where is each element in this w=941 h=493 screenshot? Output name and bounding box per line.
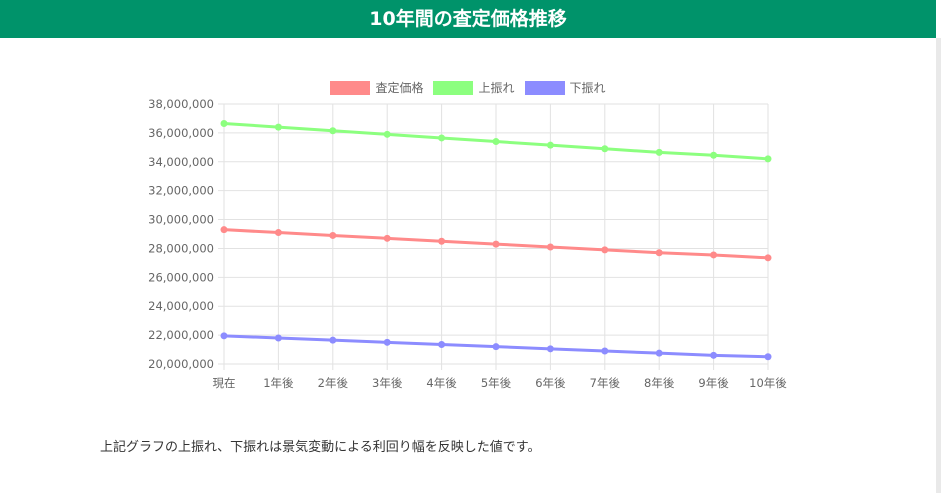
data-point [274,229,282,237]
data-point [274,123,282,131]
data-point [710,151,718,159]
x-tick-label: 2年後 [318,376,349,390]
data-point [546,141,554,149]
y-tick-label: 34,000,000 [148,155,214,169]
y-tick-label: 24,000,000 [148,299,214,313]
data-point [438,134,446,142]
y-tick-label: 32,000,000 [148,184,214,198]
x-tick-label: 7年後 [590,376,621,390]
legend-swatch [433,80,474,95]
x-tick-label: 5年後 [481,376,512,390]
data-point [274,334,282,342]
page-title: 10年間の査定価格推移 [0,0,936,38]
legend-swatch [524,80,565,95]
y-tick-label: 20,000,000 [148,357,214,371]
data-point [329,231,337,239]
legend-item[interactable]: 下振れ [524,79,606,96]
legend-item[interactable]: 上振れ [433,79,515,96]
data-point [220,332,228,340]
x-tick-label: 10年後 [749,376,787,390]
price-chart: 査定価格 上振れ 下振れ 20,000,000 22,000,000 24,000,00… [0,38,936,418]
data-point [492,138,500,146]
legend-item[interactable]: 査定価格 [330,79,423,96]
data-point [655,349,663,357]
data-point [383,234,391,242]
data-point [764,254,772,262]
data-point [655,148,663,156]
x-tick-label: 6年後 [535,376,566,390]
data-point [438,341,446,348]
data-point [546,345,554,353]
chart-canvas: 20,000,000 22,000,000 24,000,000 26,000,000… [148,97,787,390]
y-tick-label: 38,000,000 [148,97,214,111]
data-point [764,155,772,163]
chart-footnote: 上記グラフの上振れ、下振れは景気変動による利回り幅を反映した値です。 [100,440,541,455]
data-point [710,251,718,259]
data-point [546,243,554,251]
x-tick-label: 3年後 [372,376,403,390]
scrollbar-edge [936,38,941,493]
data-point [764,353,772,361]
legend-swatch [330,80,371,95]
data-point [710,351,718,359]
data-point [601,246,609,254]
x-tick-label: 4年後 [426,376,457,390]
data-point [601,145,609,153]
data-point [329,336,337,344]
data-point [655,249,663,257]
x-tick-label: 1年後 [263,376,294,390]
data-point [492,240,500,248]
legend-label: 上振れ [478,81,515,95]
legend-label: 下振れ [569,81,606,95]
y-tick-label: 36,000,000 [148,126,214,140]
x-tick-label: 8年後 [644,376,675,390]
legend-label: 査定価格 [375,81,424,95]
chart-legend: 査定価格 上振れ 下振れ [0,79,936,96]
data-point [329,127,337,135]
y-tick-label: 26,000,000 [148,270,214,284]
y-tick-label: 30,000,000 [148,213,214,227]
y-tick-label: 28,000,000 [148,241,214,255]
data-point [383,130,391,138]
x-tick-label: 現在 [213,376,236,390]
data-point [383,338,391,346]
data-point [220,120,228,127]
data-point [220,226,228,234]
y-tick-label: 22,000,000 [148,328,214,342]
data-point [492,343,500,351]
data-point [438,237,446,245]
x-tick-label: 9年後 [698,376,729,390]
data-point [601,347,609,355]
